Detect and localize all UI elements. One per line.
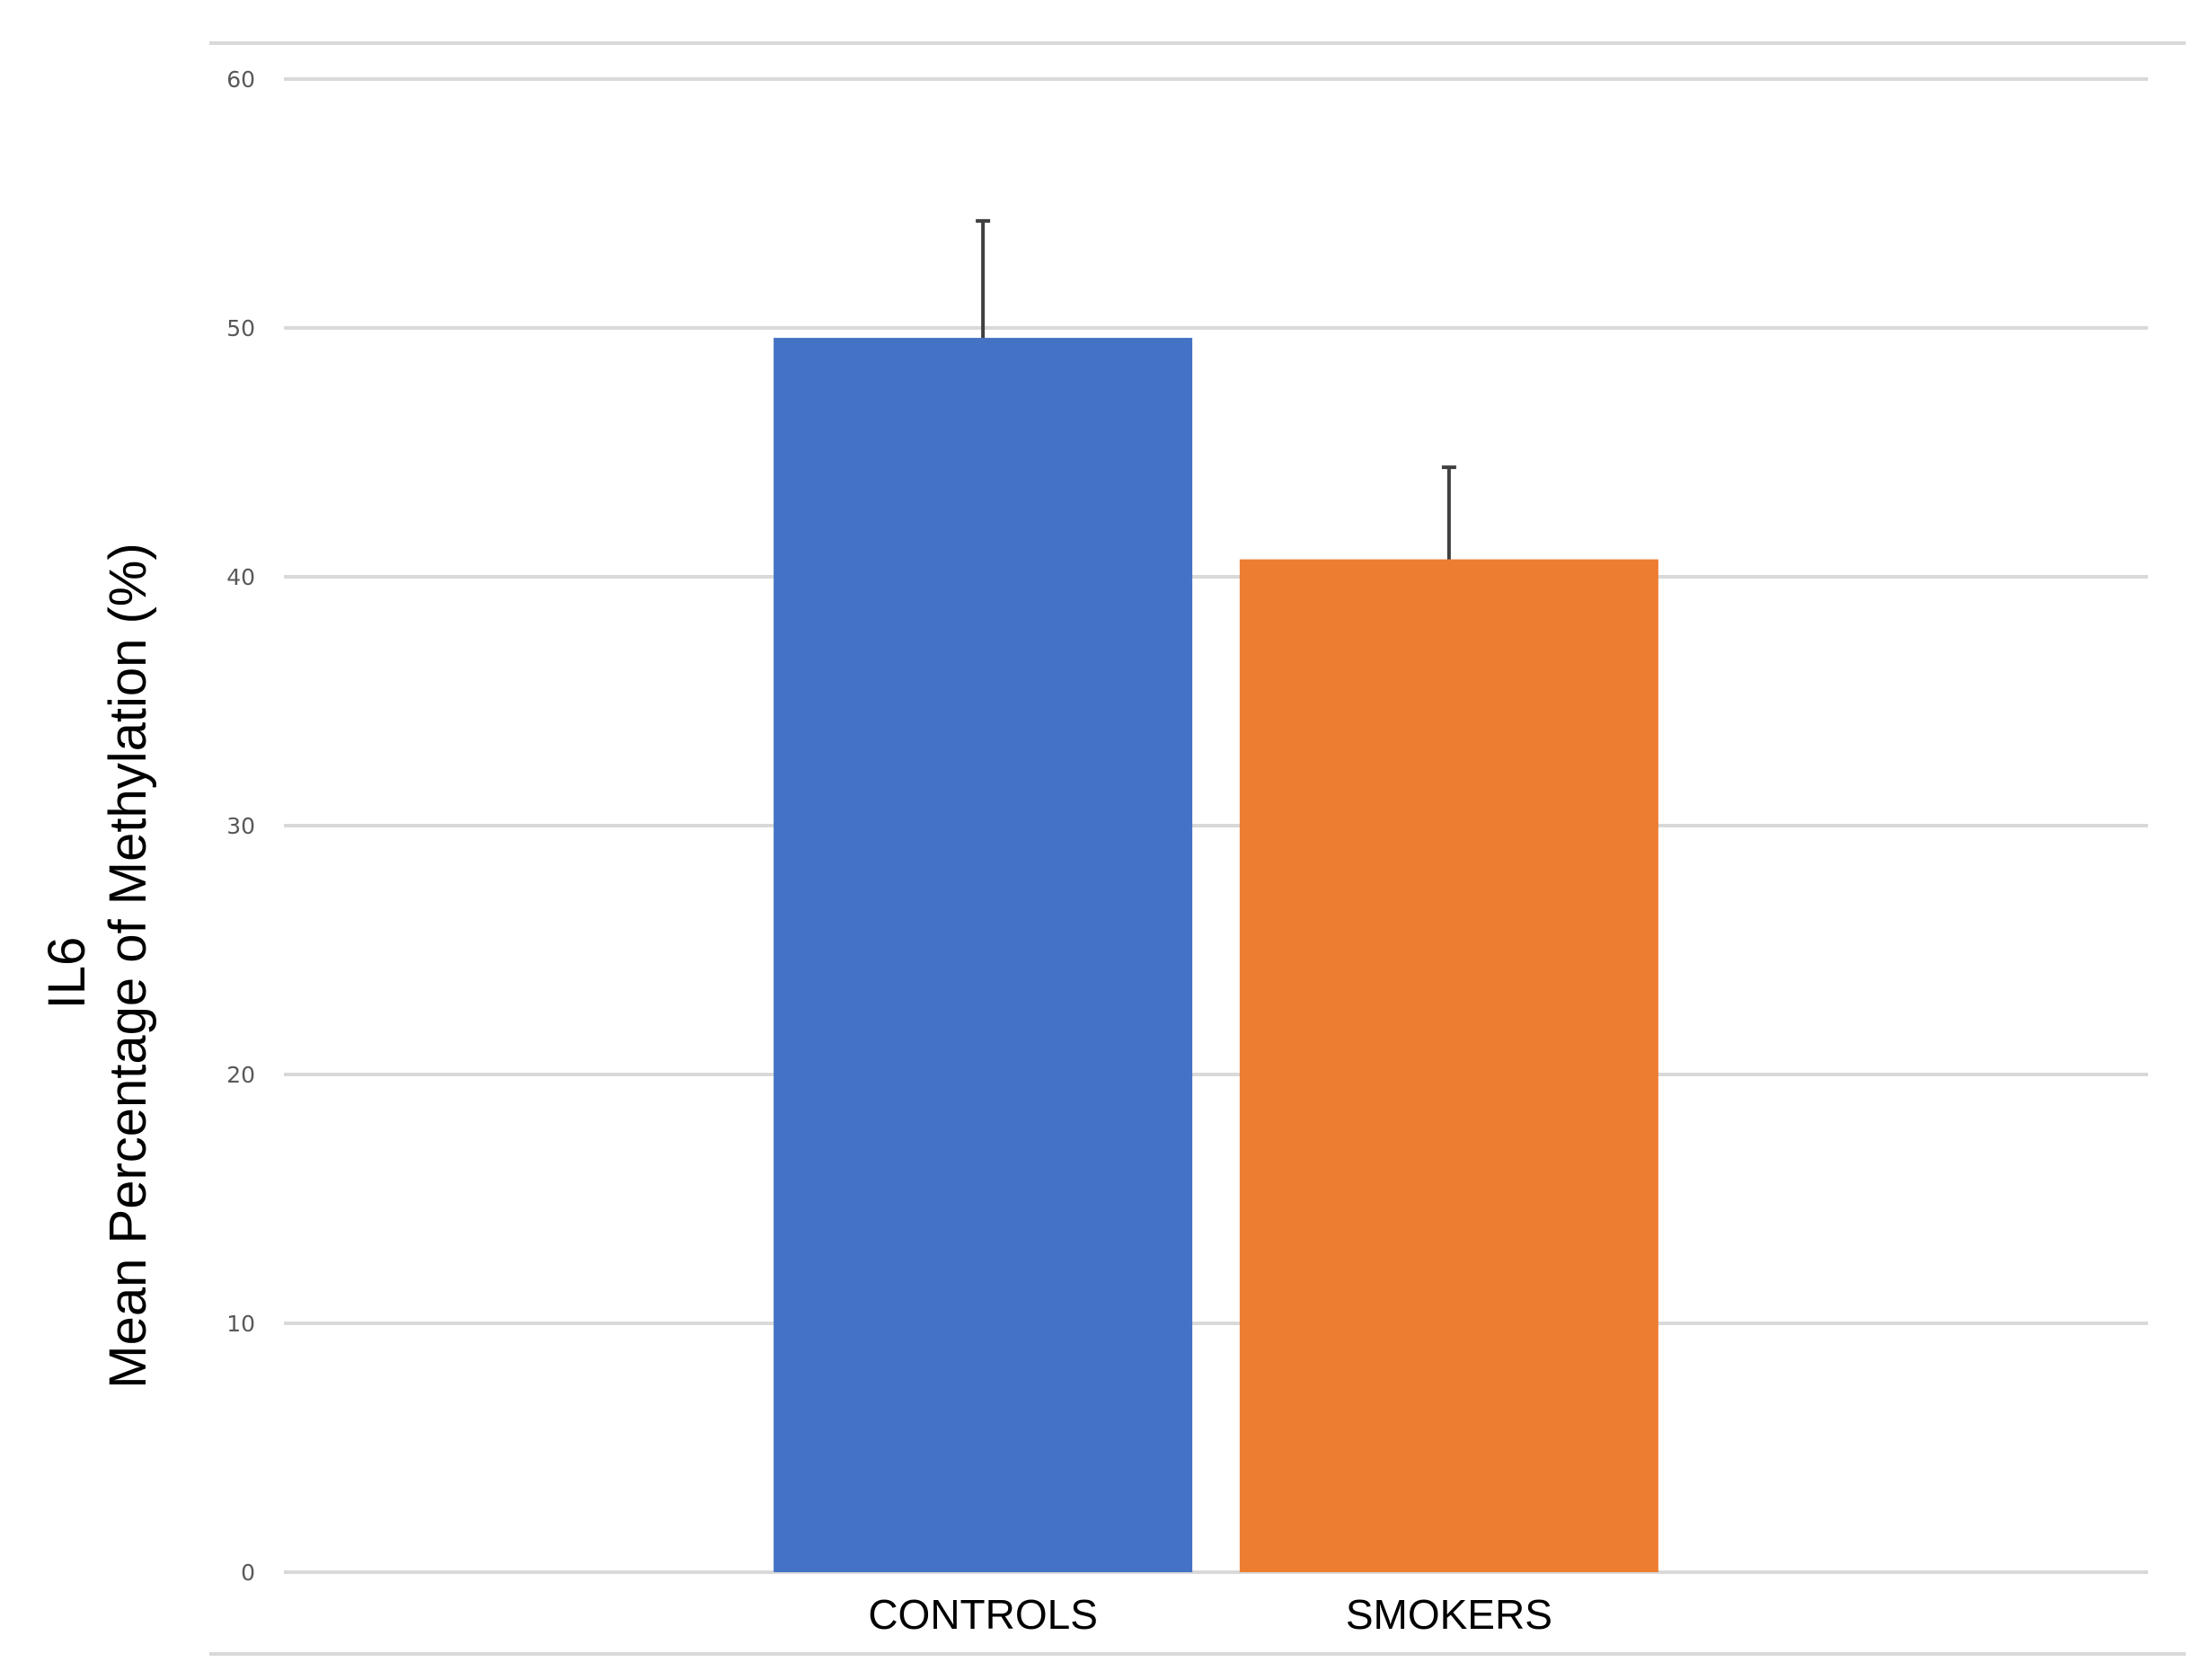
x-category-label-controls: CONTROLS: [868, 1591, 1098, 1638]
y-tick-label-30: 30: [226, 813, 255, 839]
bar-controls: [774, 338, 1193, 1573]
y-tick-label-40: 40: [226, 564, 255, 590]
y-axis-label: IL6 Mean Percentage of Methylation (%): [38, 543, 157, 1388]
y-tick-label-60: 60: [226, 66, 255, 93]
y-tick-label-0: 0: [241, 1560, 255, 1586]
y-tick-label-10: 10: [226, 1311, 255, 1337]
error-bars: [976, 218, 1456, 560]
x-axis-labels: CONTROLS SMOKERS: [868, 1591, 1552, 1638]
bar-smokers: [1239, 559, 1658, 1572]
x-category-label-smokers: SMOKERS: [1346, 1591, 1552, 1638]
y-axis-label-line-1: IL6: [38, 937, 96, 1010]
bars: [774, 338, 1658, 1573]
gridlines: [284, 77, 2148, 1574]
y-axis-label-line-2: Mean Percentage of Methylation (%): [99, 543, 157, 1388]
y-tick-label-50: 50: [226, 315, 255, 341]
y-axis-ticks: 0 10 20 30 40 50 60: [226, 66, 255, 1586]
y-tick-label-20: 20: [226, 1062, 255, 1088]
